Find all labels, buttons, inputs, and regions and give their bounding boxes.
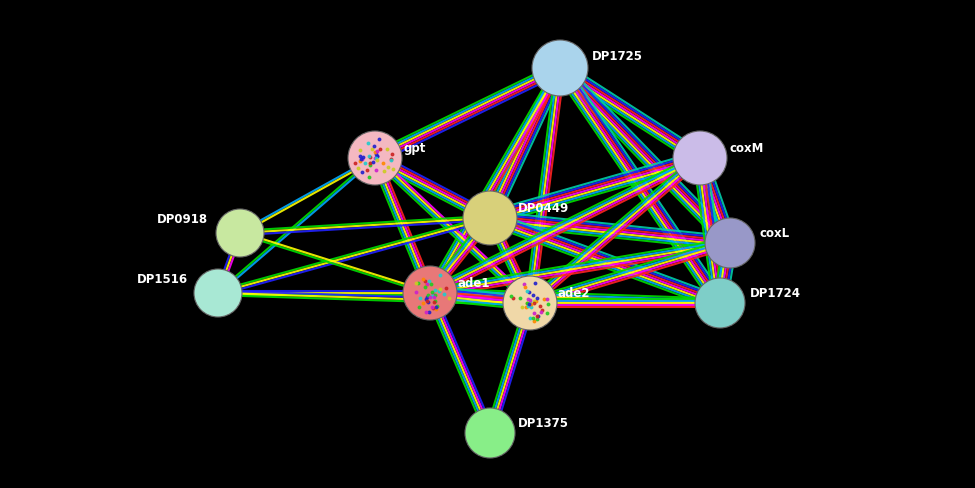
Circle shape — [673, 132, 727, 185]
Text: DP1725: DP1725 — [592, 50, 643, 63]
Circle shape — [503, 276, 557, 330]
Circle shape — [403, 266, 457, 320]
Text: DP0449: DP0449 — [518, 202, 569, 215]
Circle shape — [705, 219, 755, 268]
Text: DP1516: DP1516 — [136, 273, 188, 286]
Circle shape — [348, 132, 402, 185]
Circle shape — [695, 279, 745, 328]
Circle shape — [465, 408, 515, 458]
Circle shape — [532, 41, 588, 97]
Text: gpt: gpt — [403, 142, 425, 155]
Text: coxM: coxM — [730, 142, 764, 155]
Text: DP0918: DP0918 — [157, 213, 208, 226]
Text: DP1724: DP1724 — [750, 287, 801, 300]
Text: coxL: coxL — [760, 227, 790, 240]
Text: ade1: ade1 — [458, 277, 490, 290]
Circle shape — [216, 209, 264, 258]
Text: ade2: ade2 — [558, 287, 591, 300]
Circle shape — [194, 269, 242, 317]
Circle shape — [463, 192, 517, 245]
Text: DP1375: DP1375 — [518, 417, 569, 429]
